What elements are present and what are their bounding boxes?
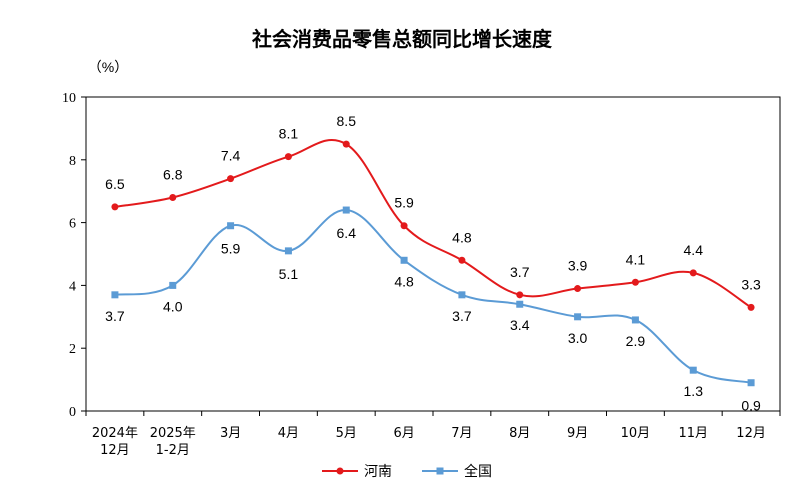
y-unit-label: （%） xyxy=(88,59,128,75)
data-point xyxy=(284,153,292,161)
data-point xyxy=(747,303,755,311)
data-point xyxy=(458,291,466,299)
data-point xyxy=(284,247,292,255)
y-axis: 0 2 4 6 8 10 xyxy=(62,91,86,420)
data-label: 2.9 xyxy=(626,333,646,349)
data-point xyxy=(574,285,582,293)
data-label: 0.9 xyxy=(741,398,761,414)
data-point xyxy=(169,193,177,201)
data-label: 3.7 xyxy=(452,308,472,324)
x-tick-label: 2024年 xyxy=(92,426,138,441)
x-tick-label: 4月 xyxy=(278,426,299,441)
x-tick-label: 5月 xyxy=(336,426,357,441)
y-tick-label: 8 xyxy=(69,154,76,169)
plot-area xyxy=(85,96,781,412)
data-label: 3.4 xyxy=(510,317,530,333)
x-tick-label: 11月 xyxy=(678,426,708,441)
x-tick-label: 1-2月 xyxy=(156,443,190,458)
data-point xyxy=(111,203,119,211)
data-label: 6.4 xyxy=(337,225,357,241)
legend-label: 全国 xyxy=(464,463,492,480)
x-tick-label: 12月 xyxy=(736,426,766,441)
x-tick-label: 3月 xyxy=(220,426,241,441)
x-tick-label: 8月 xyxy=(509,426,530,441)
data-labels: 6.5 6.8 7.4 8.1 8.5 5.9 4.8 3.7 3.9 4.1 4.4 3.3 3.7 4… xyxy=(105,113,761,414)
data-point xyxy=(400,222,408,230)
series-line-quanguo xyxy=(114,209,752,384)
data-label: 6.5 xyxy=(105,176,125,192)
legend-marker xyxy=(436,467,444,475)
y-tick-label: 2 xyxy=(69,342,76,357)
data-point xyxy=(400,256,408,264)
data-point xyxy=(342,140,350,148)
x-tick-label: 10月 xyxy=(621,426,651,441)
data-label: 3.7 xyxy=(510,264,530,280)
data-point xyxy=(689,366,697,374)
data-label: 8.1 xyxy=(279,126,299,142)
legend-label: 河南 xyxy=(364,464,392,480)
data-label: 4.0 xyxy=(163,298,183,314)
data-label: 3.7 xyxy=(105,308,125,324)
legend-marker xyxy=(336,467,344,475)
data-point xyxy=(631,316,639,324)
data-label: 8.5 xyxy=(337,113,357,129)
data-label: 5.1 xyxy=(279,266,299,282)
data-point xyxy=(516,291,524,299)
series-line-henan xyxy=(114,138,752,309)
x-tick-label: 12月 xyxy=(100,443,130,458)
data-point xyxy=(458,256,466,264)
data-label: 5.9 xyxy=(394,195,414,211)
legend: 河南 全国 xyxy=(322,463,492,480)
data-label: 6.8 xyxy=(163,166,183,182)
x-tick-label: 2025年 xyxy=(150,426,196,441)
data-point xyxy=(342,206,350,214)
data-label: 3.3 xyxy=(741,276,761,292)
data-point xyxy=(169,281,177,289)
data-point xyxy=(689,269,697,277)
x-tick-label: 7月 xyxy=(451,426,472,441)
x-axis: 2024年 12月 2025年 1-2月 3月 4月 5月 6月 7月 8月 9月 10月 11月 12月 xyxy=(85,411,781,458)
data-point xyxy=(227,175,235,183)
data-point xyxy=(111,291,119,299)
data-label: 4.4 xyxy=(684,242,704,258)
data-label: 1.3 xyxy=(684,383,704,399)
data-label: 3.9 xyxy=(568,258,588,274)
y-tick-label: 4 xyxy=(69,279,76,294)
y-tick-label: 6 xyxy=(69,217,76,232)
data-label: 7.4 xyxy=(221,148,241,164)
data-label: 4.8 xyxy=(394,273,414,289)
data-label: 3.0 xyxy=(568,330,588,346)
data-point xyxy=(574,313,582,321)
x-tick-label: 9月 xyxy=(567,426,588,441)
data-point xyxy=(516,300,524,308)
data-point xyxy=(631,278,639,286)
data-point xyxy=(227,222,235,230)
y-tick-label: 10 xyxy=(62,91,76,106)
data-label: 5.9 xyxy=(221,241,241,257)
chart-title: 社会消费品零售总额同比增长速度 xyxy=(251,27,553,51)
data-point xyxy=(747,379,755,387)
data-label: 4.8 xyxy=(452,229,472,245)
y-tick-label: 0 xyxy=(69,405,76,420)
x-tick-label: 6月 xyxy=(393,426,414,441)
data-label: 4.1 xyxy=(626,251,646,267)
series-group xyxy=(111,138,755,387)
